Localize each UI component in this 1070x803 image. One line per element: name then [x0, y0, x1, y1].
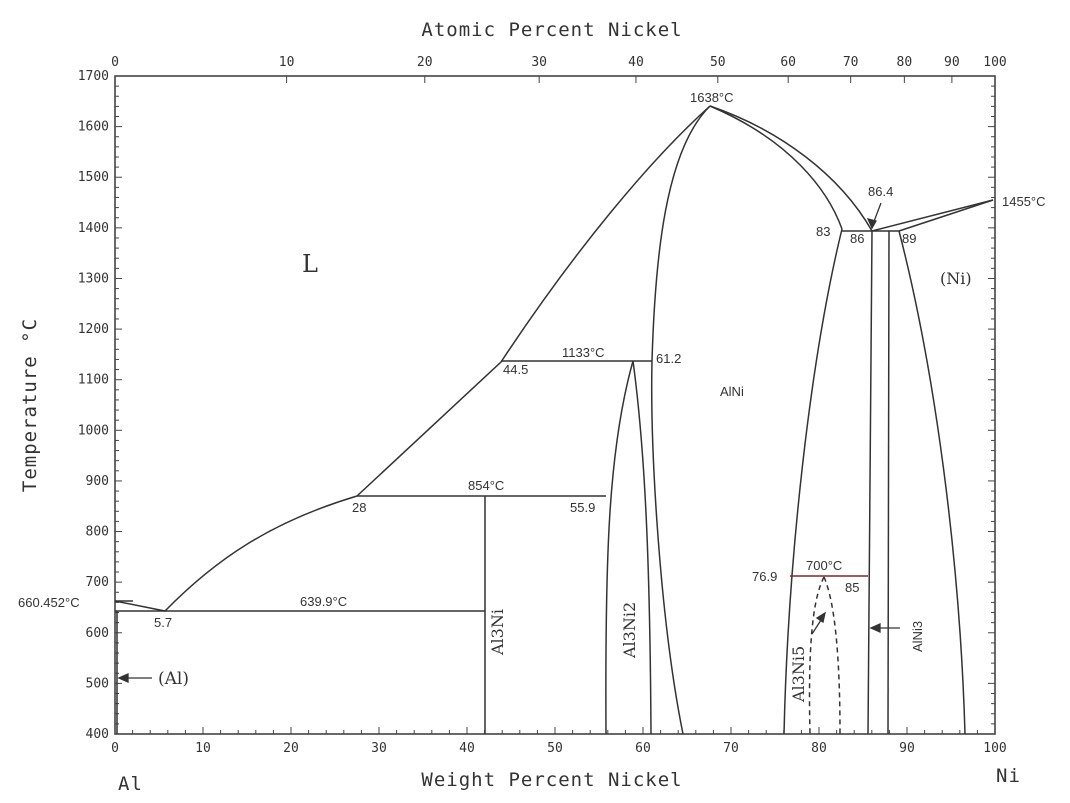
- al3ni2-right: [632, 360, 652, 735]
- ann-83: 83: [816, 224, 830, 239]
- temperature-tick-label: 400: [86, 727, 109, 742]
- weight-tick-label: 30: [371, 741, 387, 756]
- alni-left-boundary: [651, 105, 711, 735]
- liquidus-ni-end: [871, 199, 994, 232]
- weight-tick-label: 0: [111, 741, 119, 756]
- ann-44-5: 44.5: [503, 362, 528, 377]
- temperature-tick-label: 1600: [78, 120, 109, 135]
- temperature-tick-label: 900: [86, 474, 109, 489]
- weight-tick-label: 60: [635, 741, 651, 756]
- ann-89: 89: [902, 231, 916, 246]
- al3ni5-right-dashed: [823, 576, 841, 735]
- temperature-tick-label: 500: [86, 676, 109, 691]
- arrow-al3ni5-head: [815, 611, 826, 624]
- temperature-tick-label: 1100: [78, 373, 109, 388]
- weight-tick-label: 20: [283, 741, 299, 756]
- axis-ticks: [114, 75, 996, 735]
- ni-solvus: [898, 230, 966, 735]
- left-axis-title: Temperature °C: [19, 318, 41, 492]
- al3ni2-left: [605, 360, 634, 735]
- temperature-tick-label: 800: [86, 525, 109, 540]
- phase-alni-label: AlNi: [720, 384, 744, 399]
- ann-28: 28: [352, 500, 366, 515]
- atomic-tick-label: 100: [983, 55, 1006, 70]
- ann-639: 639.9°C: [300, 594, 347, 609]
- ni-end-label: Ni: [996, 765, 1021, 787]
- temperature-tick-label: 1200: [78, 322, 109, 337]
- atomic-tick-label: 70: [843, 55, 859, 70]
- weight-tick-label: 80: [811, 741, 827, 756]
- ann-61-2: 61.2: [656, 351, 681, 366]
- phase-boundaries: [114, 105, 994, 735]
- ann-ni-melt: 1455°C: [1002, 194, 1046, 209]
- atomic-tick-label: 80: [897, 55, 913, 70]
- phase-alni3-label: AlNi3: [910, 621, 925, 652]
- top-axis-title: Atomic Percent Nickel: [421, 19, 682, 41]
- ann-5-7: 5.7: [154, 615, 172, 630]
- phase-al3ni2-label: Al3Ni2: [620, 602, 639, 659]
- ann-86-4: 86.4: [868, 184, 893, 199]
- alni-right-boundary: [783, 228, 843, 735]
- phase-al3ni5-label: Al3Ni5: [789, 646, 808, 703]
- phase-ni-label: (Ni): [940, 269, 972, 288]
- weight-tick-label: 90: [899, 741, 915, 756]
- ann-alni-max: 1638°C: [690, 90, 734, 105]
- atomic-tick-label: 0: [111, 55, 119, 70]
- arrow-alni3-head: [869, 622, 881, 634]
- temperature-tick-label: 1000: [78, 423, 109, 438]
- temperature-tick-label: 600: [86, 626, 109, 641]
- ann-854: 854°C: [468, 478, 504, 493]
- al3ni5-left-dashed: [808, 576, 825, 735]
- ann-76-9: 76.9: [752, 569, 777, 584]
- atomic-tick-label: 10: [279, 55, 295, 70]
- axis-tick-labels: 4005006007008009001000110012001300140015…: [78, 55, 1007, 756]
- alni3-left-boundary: [867, 230, 873, 735]
- atomic-tick-label: 50: [710, 55, 726, 70]
- temperature-tick-label: 1500: [78, 170, 109, 185]
- bottom-axis-title: Weight Percent Nickel: [421, 769, 682, 791]
- weight-tick-label: 40: [459, 741, 475, 756]
- liquidus-al-side: [114, 105, 711, 612]
- ann-1133: 1133°C: [562, 345, 605, 360]
- temperature-tick-label: 700: [86, 575, 109, 590]
- plot-frame: [114, 75, 996, 735]
- temperature-tick-label: 1400: [78, 221, 109, 236]
- ann-700: 700°C: [806, 558, 842, 573]
- temperature-tick-label: 1700: [78, 69, 109, 84]
- alni-solidus-ni-side: [709, 105, 843, 230]
- arrow-86-4-head: [866, 218, 877, 230]
- weight-tick-label: 100: [983, 741, 1006, 756]
- weight-tick-label: 70: [723, 741, 739, 756]
- ann-55-9: 55.9: [570, 500, 595, 515]
- ni-solidus: [898, 199, 994, 232]
- phase-al-label: (Al): [158, 669, 189, 689]
- arrows: [117, 202, 900, 684]
- atomic-tick-label: 30: [531, 55, 547, 70]
- atomic-tick-label: 40: [628, 55, 644, 70]
- weight-tick-label: 50: [547, 741, 563, 756]
- al-end-label: Al: [118, 773, 143, 795]
- phase-al3ni-label: Al3Ni: [488, 609, 507, 656]
- arrow-al-head: [117, 672, 129, 684]
- phase-liquid-label: L: [302, 250, 318, 278]
- ann-al-melt: 660.452°C: [18, 595, 80, 610]
- atomic-tick-label: 20: [417, 55, 433, 70]
- isotherms: [115, 230, 899, 612]
- ann-85: 85: [845, 580, 859, 595]
- temperature-tick-label: 1300: [78, 271, 109, 286]
- liquidus-ni-side: [709, 105, 873, 232]
- ann-86: 86: [850, 231, 864, 246]
- weight-tick-label: 10: [195, 741, 211, 756]
- alni3-right-boundary: [887, 230, 890, 735]
- atomic-tick-label: 60: [780, 55, 796, 70]
- atomic-tick-label: 90: [944, 55, 960, 70]
